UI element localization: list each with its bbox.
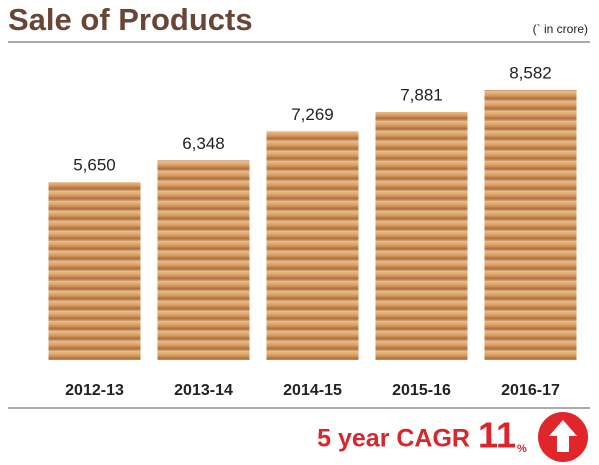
cagr-unit: % [517,443,527,455]
x-tick-label: 2012-13 [65,382,124,399]
biscuit-stack [49,182,141,360]
chart-title: Sale of Products [8,2,253,37]
unit-note: (` in crore) [533,22,588,36]
biscuit-stack [376,112,468,360]
value-label: 5,650 [73,156,116,175]
cagr-label: 5 year CAGR [317,425,470,453]
value-label: 8,582 [509,63,552,82]
value-label: 6,348 [182,134,225,153]
cagr-value: 11 [478,415,516,456]
value-label: 7,881 [400,86,443,105]
up-icon [538,412,588,462]
x-tick-label: 2016-17 [501,382,560,399]
biscuit-stack [485,90,577,360]
chart: Sale of Products (` in crore) 5 year CAG… [0,0,599,465]
x-tick-label: 2015-16 [392,382,451,399]
x-tick-label: 2013-14 [174,382,233,399]
biscuit-stack [267,131,359,360]
value-label: 7,269 [291,105,334,124]
x-tick-label: 2014-15 [283,382,342,399]
biscuit-stack [158,160,250,360]
